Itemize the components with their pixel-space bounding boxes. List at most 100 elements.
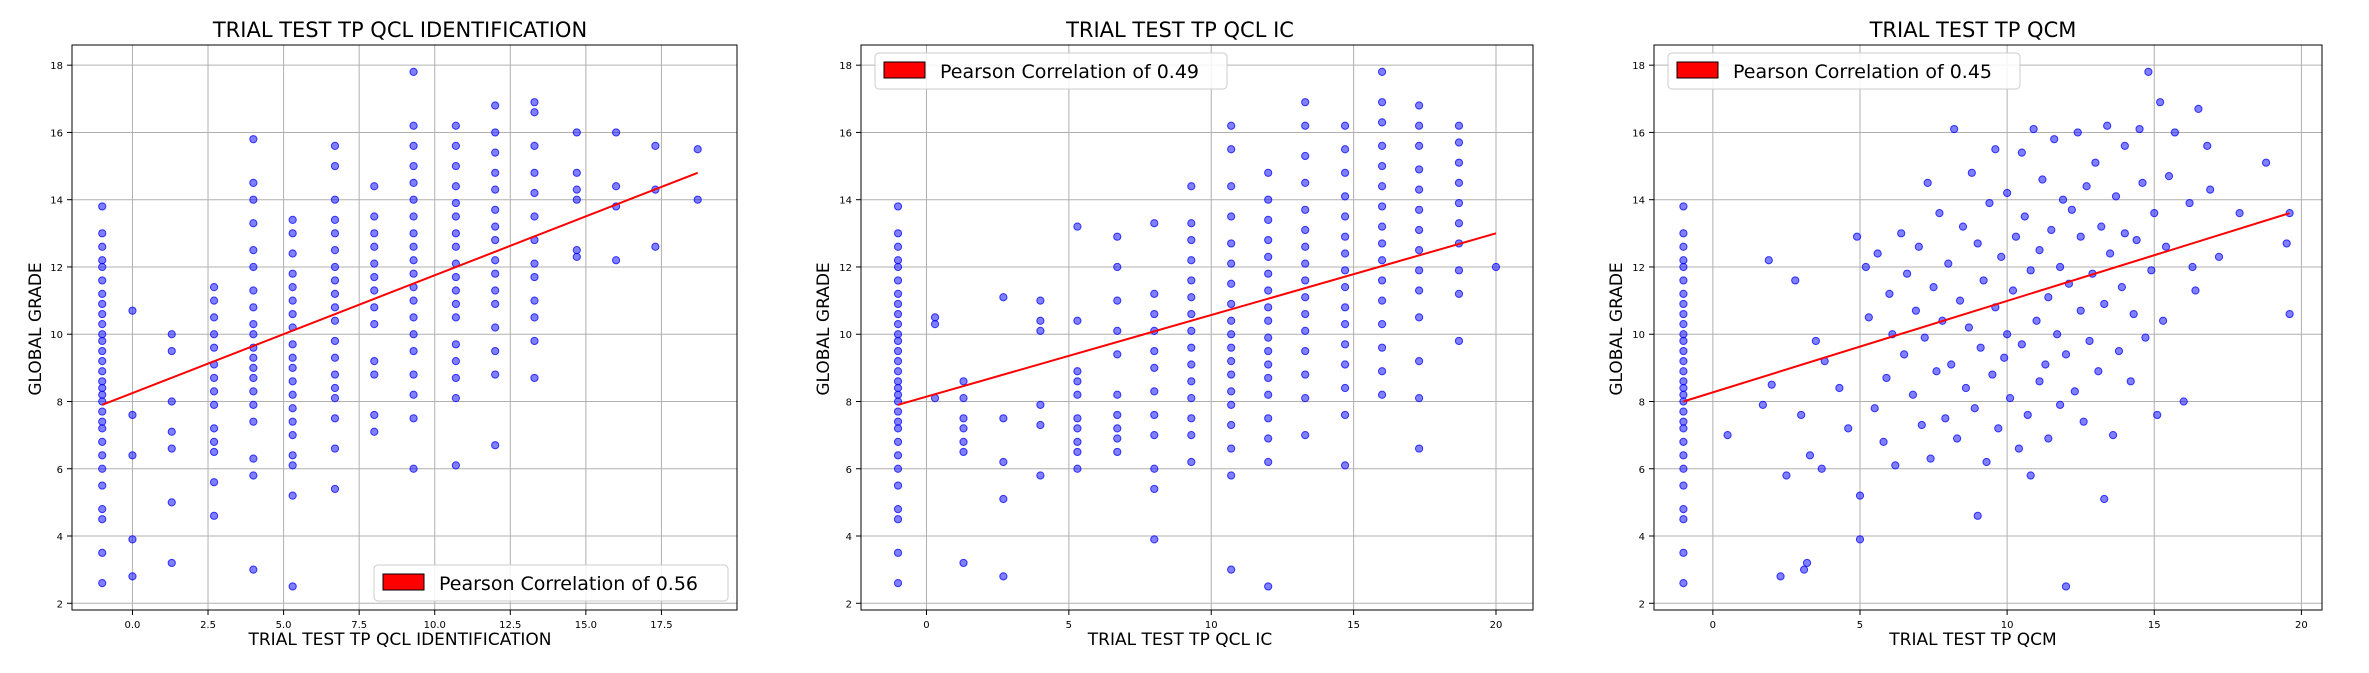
- data-point: [288, 353, 297, 362]
- data-point: [249, 135, 258, 144]
- data-point: [2135, 124, 2144, 134]
- data-point: [1264, 582, 1273, 591]
- data-point: [2044, 293, 2053, 302]
- data-point: [1113, 326, 1122, 335]
- data-point: [893, 407, 903, 416]
- legend-box: [874, 52, 1228, 90]
- data-point: [1187, 293, 1196, 302]
- data-point: [1301, 370, 1310, 379]
- data-point: [1454, 266, 1464, 275]
- data-point: [2055, 262, 2065, 272]
- data-point: [2106, 249, 2115, 258]
- data-point: [451, 286, 460, 295]
- data-point: [1885, 289, 1894, 298]
- data-point: [2053, 330, 2062, 339]
- data-point: [288, 249, 297, 258]
- data-point: [451, 394, 460, 403]
- y-tick-label: 16: [1632, 128, 1645, 139]
- data-point: [1879, 437, 1888, 446]
- data-point: [2161, 242, 2171, 251]
- data-point: [611, 128, 621, 137]
- data-point: [1377, 296, 1387, 305]
- data-point: [1415, 141, 1424, 150]
- data-point: [1377, 239, 1387, 248]
- data-point: [330, 276, 340, 285]
- data-point: [1679, 424, 1688, 433]
- fit-line-group: [1683, 212, 2290, 403]
- data-point: [1301, 259, 1310, 268]
- chart-qcl-ic: TRIAL TEST TP QCL IC TRIAL TEST TP QCL I…: [814, 18, 1534, 650]
- data-point: [1679, 229, 1688, 238]
- data-point: [409, 212, 418, 221]
- data-point: [893, 229, 903, 238]
- data-point: [2082, 182, 2091, 191]
- fit-line: [897, 232, 1497, 406]
- data-point: [1817, 464, 1826, 473]
- data-point: [1491, 262, 1501, 272]
- data-point: [409, 195, 418, 204]
- data-point: [1073, 414, 1082, 423]
- data-point: [1187, 309, 1196, 319]
- data-point: [1227, 330, 1236, 339]
- legend-label: Pearson Correlation of 0.45: [1733, 61, 1992, 83]
- data-point: [1187, 343, 1196, 352]
- data-point: [1073, 464, 1082, 473]
- x-tick-label: 10: [1205, 620, 1218, 631]
- y-tick-label: 18: [839, 61, 852, 72]
- data-point: [2050, 135, 2059, 144]
- data-point: [1340, 232, 1350, 241]
- data-point: [1679, 437, 1688, 446]
- data-point: [209, 343, 219, 352]
- data-point: [2032, 316, 2041, 325]
- data-point: [98, 464, 107, 473]
- data-point: [491, 205, 500, 214]
- y-tick-label: 8: [846, 397, 852, 408]
- data-point: [1997, 252, 2006, 261]
- data-point: [491, 148, 500, 157]
- data-point: [491, 299, 500, 309]
- data-point: [2061, 350, 2071, 359]
- data-point: [1150, 387, 1159, 396]
- data-point: [409, 178, 418, 187]
- data-point: [1340, 266, 1350, 275]
- data-point: [1301, 98, 1310, 107]
- data-point: [288, 309, 297, 319]
- data-point: [893, 330, 903, 339]
- data-point: [249, 373, 258, 383]
- data-point: [249, 353, 258, 362]
- data-point: [1805, 451, 1815, 460]
- data-point: [530, 168, 539, 177]
- data-point: [249, 303, 258, 312]
- data-point: [249, 471, 258, 480]
- legend-label: Pearson Correlation of 0.56: [439, 573, 698, 595]
- data-point: [1454, 336, 1464, 346]
- data-point: [1227, 565, 1236, 574]
- data-point: [572, 168, 581, 177]
- data-point: [1187, 219, 1196, 228]
- data-point: [2003, 330, 2012, 339]
- data-point: [2108, 431, 2118, 440]
- data-point: [1340, 145, 1350, 154]
- data-point: [370, 370, 379, 379]
- data-point: [1917, 420, 1926, 430]
- data-point: [959, 558, 968, 568]
- data-point: [2191, 286, 2200, 295]
- data-point: [491, 323, 500, 332]
- data-point: [451, 357, 460, 366]
- data-point: [249, 286, 258, 295]
- data-point: [1723, 431, 1732, 440]
- data-point: [1679, 299, 1688, 309]
- data-point: [330, 444, 340, 453]
- data-point: [249, 363, 258, 372]
- data-point: [530, 188, 539, 198]
- data-point: [572, 195, 581, 204]
- y-tick-label: 10: [1632, 330, 1645, 341]
- data-point: [1340, 168, 1350, 177]
- data-point: [893, 481, 903, 490]
- legend: Pearson Correlation of 0.49: [874, 52, 1228, 90]
- data-point: [209, 437, 219, 446]
- data-point: [1979, 276, 1988, 285]
- data-point: [1891, 461, 1900, 470]
- data-point: [1377, 118, 1387, 127]
- data-point: [1976, 343, 1985, 352]
